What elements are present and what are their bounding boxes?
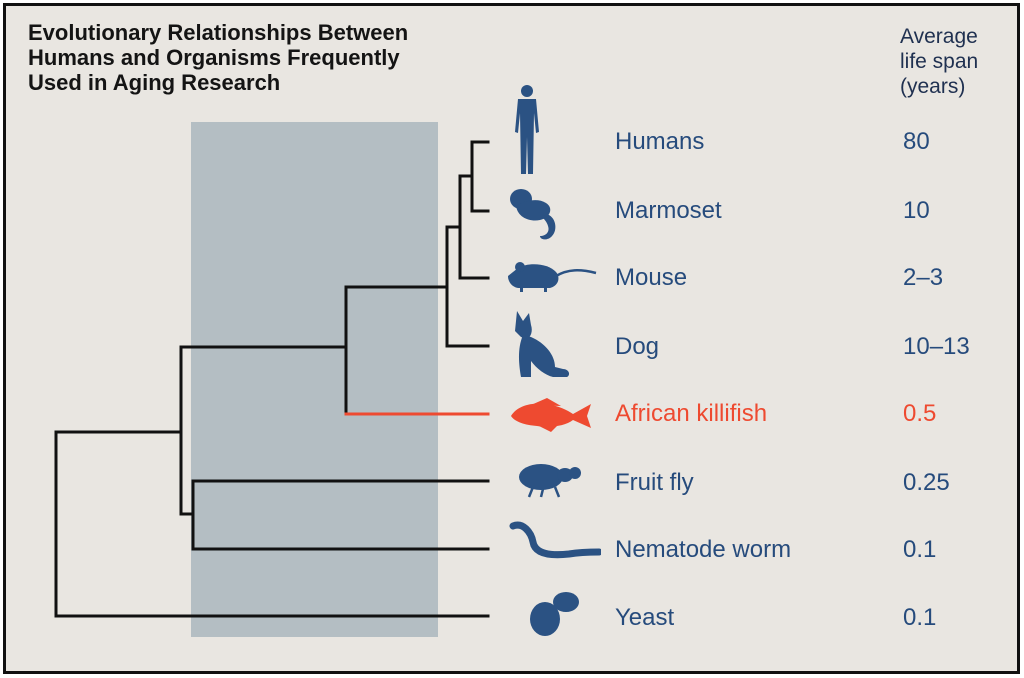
organism-name: Mouse bbox=[615, 264, 688, 291]
nematode-worm-silhouette-icon bbox=[509, 521, 601, 559]
shaded-divergence-band bbox=[191, 122, 438, 637]
killifish-silhouette-icon bbox=[511, 398, 591, 432]
mouse-silhouette-icon bbox=[508, 262, 597, 292]
lifespan-value: 80 bbox=[903, 128, 930, 155]
human-silhouette-icon bbox=[515, 85, 539, 174]
organism-name: Marmoset bbox=[615, 197, 722, 224]
title-line-3: Used in Aging Research bbox=[28, 70, 281, 95]
fruit-fly-silhouette-icon bbox=[519, 464, 581, 498]
lifespan-value: 10–13 bbox=[903, 333, 970, 360]
dog-silhouette-icon bbox=[515, 311, 570, 377]
yeast-silhouette-icon bbox=[530, 592, 579, 636]
figure-frame: Evolutionary Relationships Between Human… bbox=[3, 3, 1020, 674]
lifespan-value: 0.1 bbox=[903, 536, 937, 563]
figure-title: Evolutionary Relationships Between Human… bbox=[28, 20, 408, 95]
title-line-1: Evolutionary Relationships Between bbox=[28, 20, 409, 45]
lifespan-value: 2–3 bbox=[903, 264, 944, 291]
organism-name: Nematode worm bbox=[615, 536, 792, 563]
organism-name: Humans bbox=[615, 128, 705, 155]
lifespan-header-line-2: life span bbox=[900, 50, 979, 73]
lifespan-column-header: Average life span (years) bbox=[900, 24, 978, 99]
marmoset-silhouette-icon bbox=[510, 189, 556, 240]
organism-name: African killifish bbox=[615, 400, 768, 427]
lifespan-value: 0.1 bbox=[903, 604, 937, 631]
organism-name: Fruit fly bbox=[615, 469, 694, 496]
title-line-2: Humans and Organisms Frequently bbox=[28, 45, 400, 70]
lifespan-value: 0.25 bbox=[903, 469, 950, 496]
phylogenetic-tree bbox=[54, 140, 490, 618]
lifespan-value: 10 bbox=[903, 197, 930, 224]
lifespan-value: 0.5 bbox=[903, 400, 937, 427]
organism-name: Yeast bbox=[615, 604, 675, 631]
organism-name: Dog bbox=[615, 333, 660, 360]
lifespan-header-line-3: (years) bbox=[900, 75, 966, 98]
lifespan-header-line-1: Average bbox=[900, 25, 978, 48]
